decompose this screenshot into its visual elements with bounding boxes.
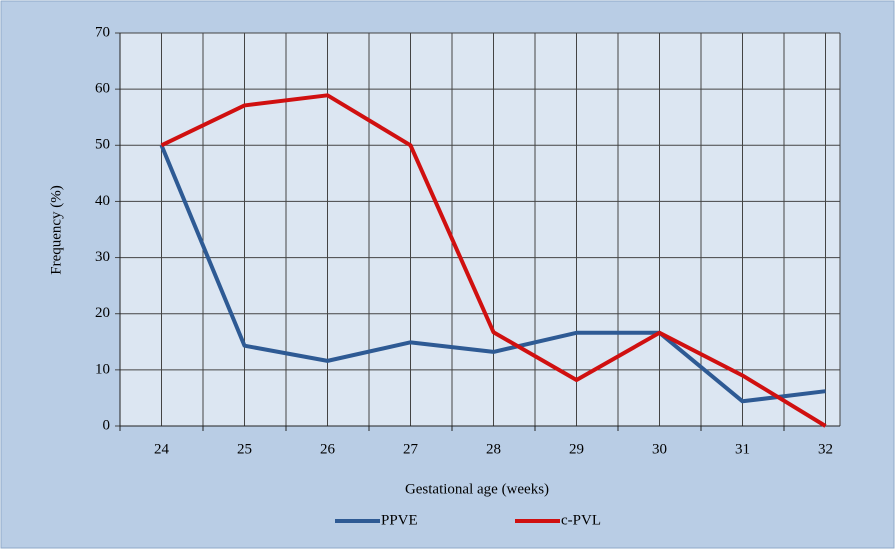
y-tick-label: 40	[95, 193, 110, 209]
x-tick-label: 30	[652, 441, 667, 457]
y-tick-label: 70	[95, 24, 110, 40]
plot-area	[120, 33, 840, 426]
series-line	[159, 144, 826, 404]
series-line	[160, 93, 827, 428]
legend-label: c-PVL	[561, 512, 601, 528]
legend-label: PPVE	[381, 512, 418, 528]
x-tick-label: 29	[569, 441, 584, 457]
y-tick-label: 10	[95, 361, 110, 377]
y-axis-label: Frequency (%)	[48, 185, 64, 275]
x-tick-label: 32	[818, 441, 833, 457]
y-tick-label: 20	[95, 305, 110, 321]
x-tick-label: 27	[403, 441, 419, 457]
x-tick-label: 26	[320, 441, 336, 457]
y-tick-label: 0	[103, 417, 111, 433]
x-tick-label: 31	[735, 441, 750, 457]
y-tick-label: 60	[95, 81, 110, 97]
x-tick-label: 24	[154, 441, 170, 457]
x-axis-label: Gestational age (weeks)	[405, 481, 549, 497]
x-tick-label: 28	[486, 441, 501, 457]
y-tick-label: 50	[95, 137, 110, 153]
y-tick-label: 30	[95, 249, 110, 265]
x-tick-label: 25	[237, 441, 252, 457]
